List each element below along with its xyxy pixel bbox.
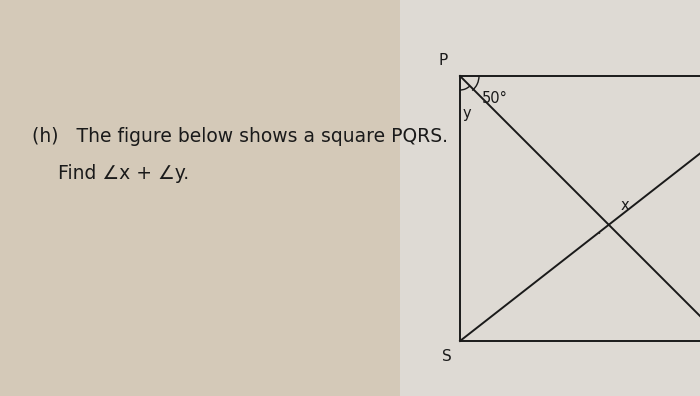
- Text: S: S: [442, 349, 452, 364]
- Text: y: y: [463, 106, 472, 121]
- Bar: [400, 0, 700, 396]
- Text: 50°: 50°: [482, 91, 508, 106]
- Text: P: P: [439, 53, 448, 68]
- Text: Find ∠x + ∠y.: Find ∠x + ∠y.: [58, 164, 189, 183]
- Text: (h)   The figure below shows a square PQRS.: (h) The figure below shows a square PQRS…: [32, 126, 448, 145]
- Text: x: x: [621, 198, 629, 213]
